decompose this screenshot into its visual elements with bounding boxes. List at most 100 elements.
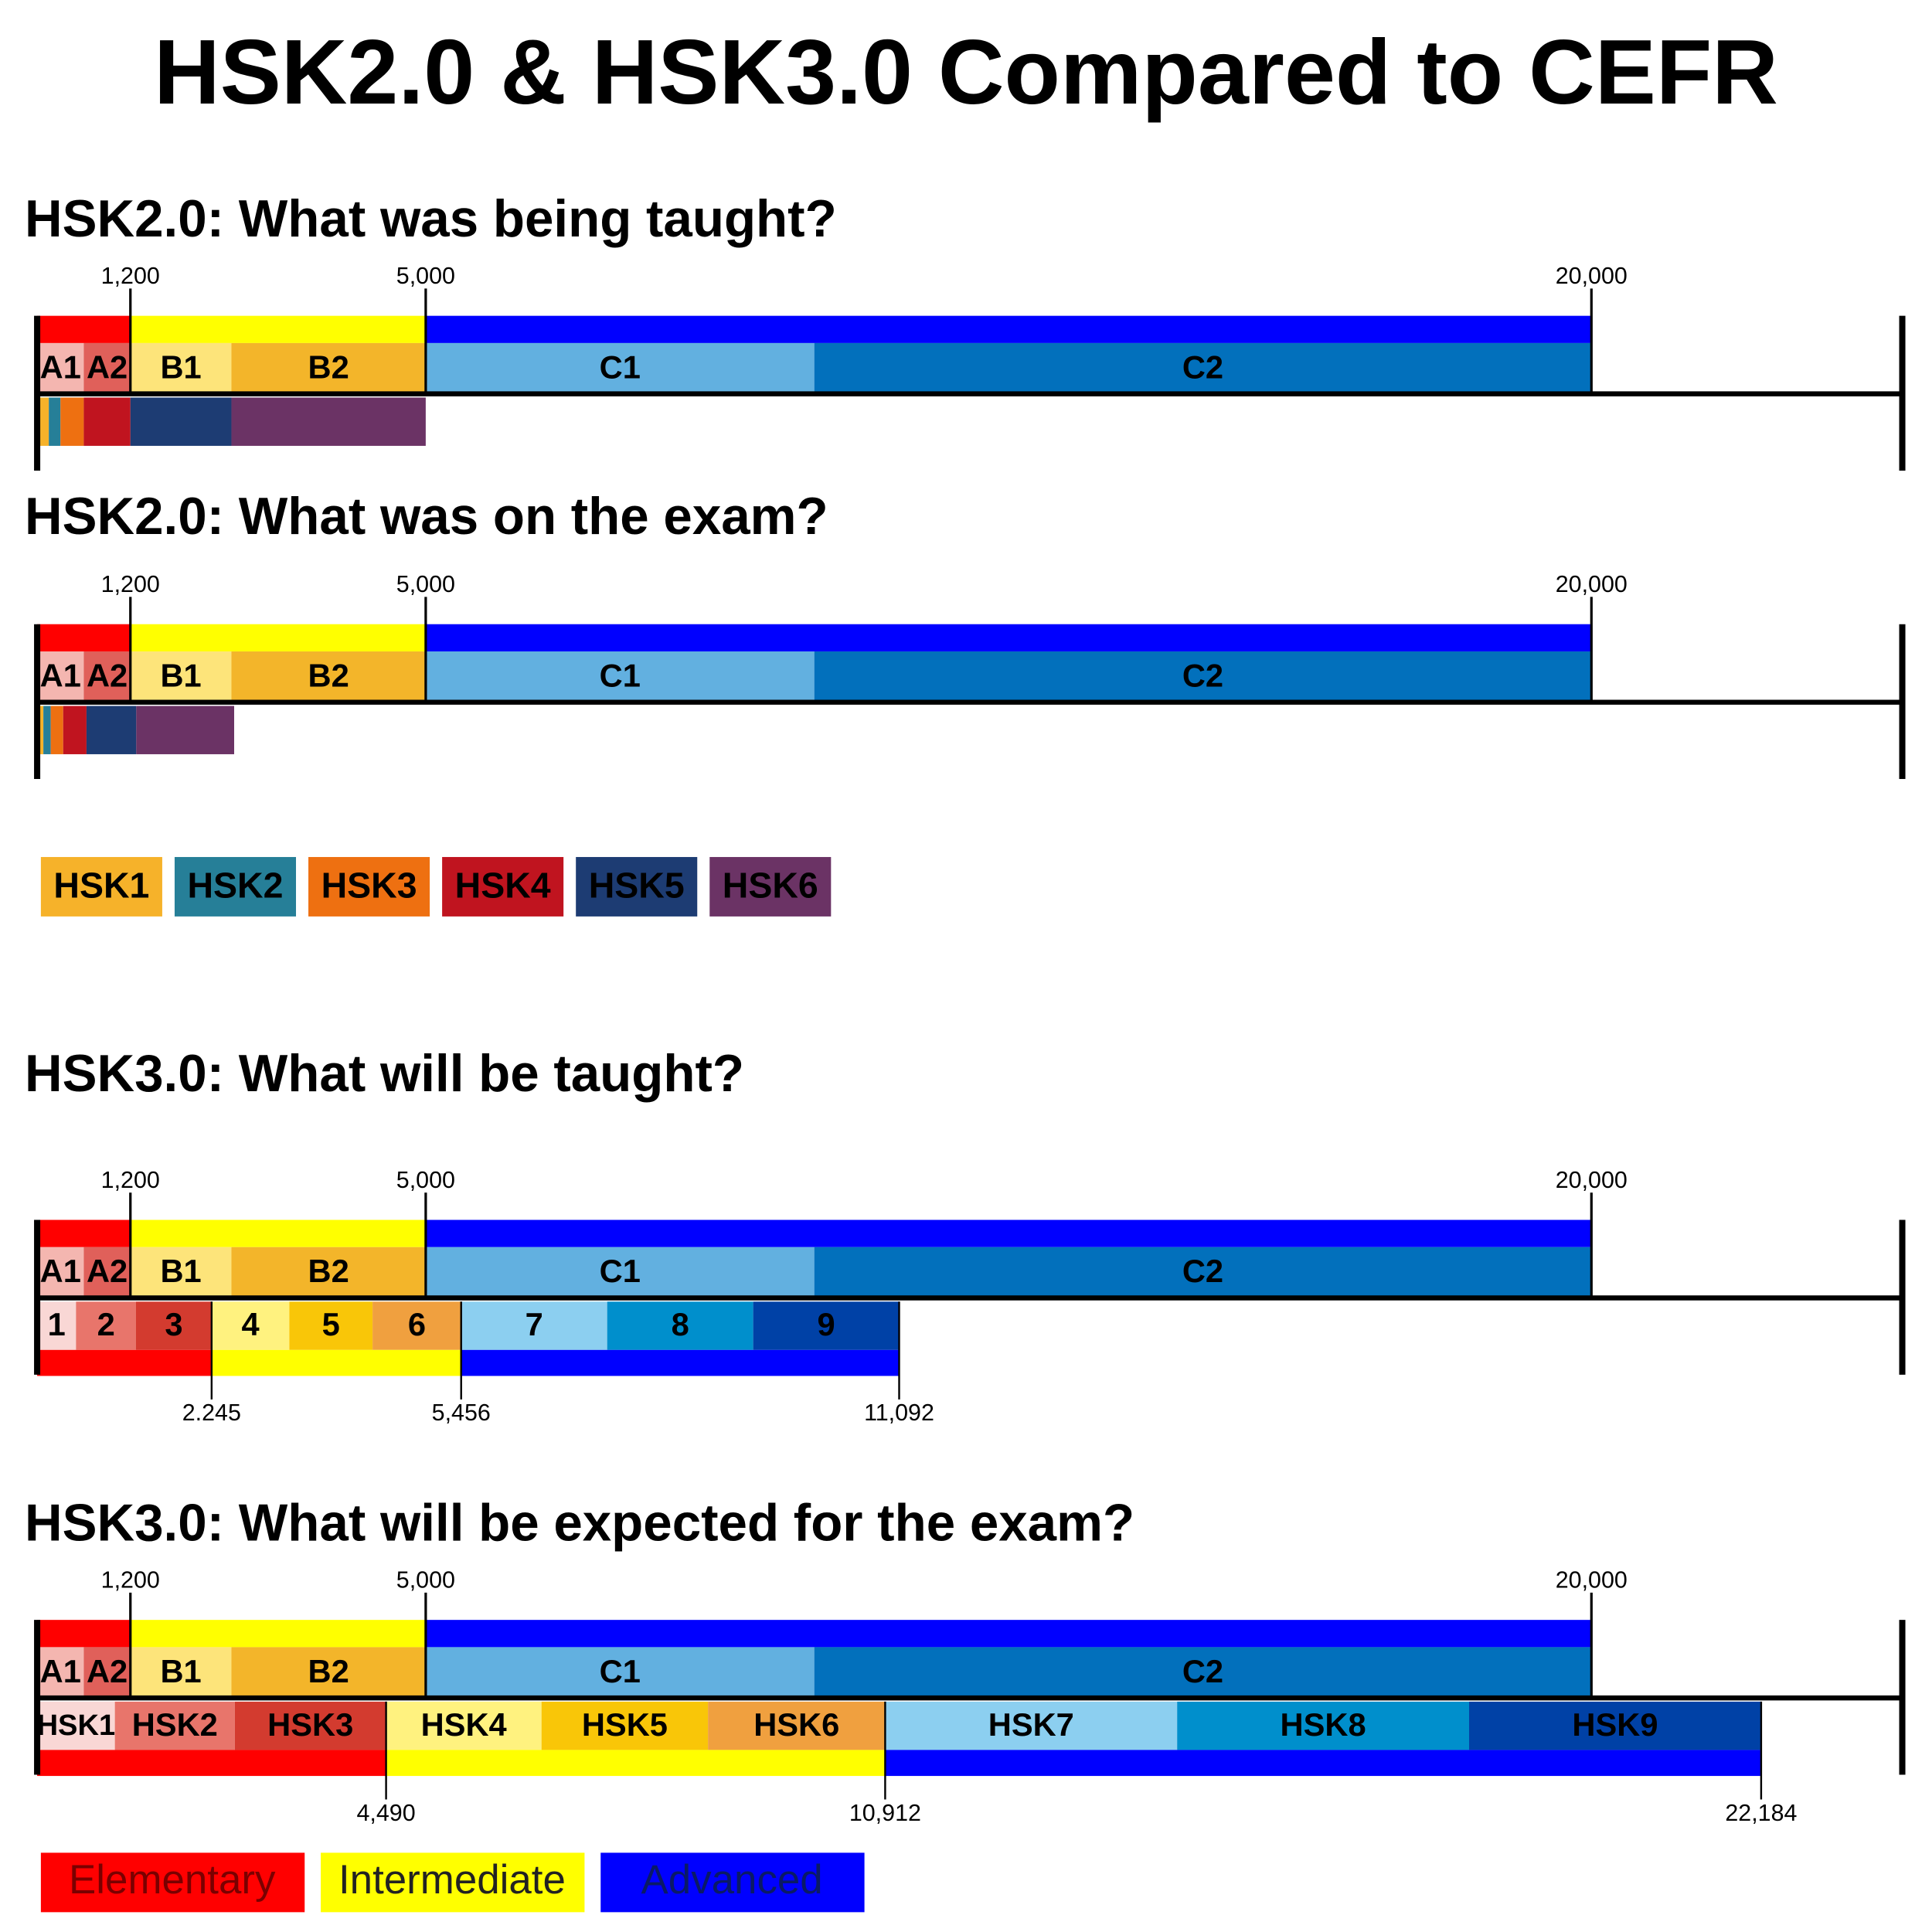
segment bbox=[37, 342, 84, 394]
segment bbox=[130, 624, 426, 651]
legend-label: HSK6 bbox=[723, 865, 818, 905]
segment bbox=[211, 1349, 461, 1376]
segment-label: A1 bbox=[40, 1653, 81, 1689]
segment bbox=[1177, 1701, 1470, 1750]
segment bbox=[49, 397, 61, 446]
segment bbox=[607, 1301, 753, 1350]
tick-label: 20,000 bbox=[1556, 1167, 1628, 1193]
segment-label: 2 bbox=[97, 1306, 115, 1342]
tick-label: 5,000 bbox=[396, 263, 455, 289]
tick-label: 5,000 bbox=[396, 1167, 455, 1193]
segment-label: HSK1 bbox=[37, 1709, 116, 1742]
segment bbox=[63, 706, 87, 754]
segment bbox=[83, 1647, 131, 1699]
segment bbox=[425, 342, 815, 394]
segment-label: HSK9 bbox=[1572, 1706, 1658, 1743]
segment bbox=[231, 397, 426, 446]
segment-label: 1 bbox=[48, 1306, 66, 1342]
legend-label: HSK5 bbox=[589, 865, 685, 905]
segment bbox=[43, 706, 51, 754]
segment-label: B2 bbox=[308, 657, 349, 693]
legend-label: HSK1 bbox=[53, 865, 149, 905]
segment-label: A2 bbox=[87, 349, 128, 385]
segment-label: B2 bbox=[308, 1653, 349, 1689]
segment bbox=[130, 1219, 426, 1247]
segment-label: A2 bbox=[87, 657, 128, 693]
legend-swatch bbox=[40, 856, 162, 917]
lower-tick-label: 10,912 bbox=[849, 1800, 921, 1826]
segment-label: 3 bbox=[165, 1306, 182, 1342]
segment bbox=[231, 342, 426, 394]
segment-label: 7 bbox=[526, 1306, 543, 1342]
legend-swatch bbox=[321, 1852, 585, 1913]
segment bbox=[37, 1647, 84, 1699]
segment bbox=[541, 1701, 709, 1750]
segment bbox=[461, 1349, 900, 1376]
segment bbox=[708, 1701, 886, 1750]
segment-label: C1 bbox=[600, 1653, 641, 1689]
segment-label: A1 bbox=[40, 349, 81, 385]
segment bbox=[60, 397, 84, 446]
tick-label: 1,200 bbox=[101, 1567, 160, 1594]
section-title: HSK2.0: What was being taught? bbox=[25, 190, 837, 248]
segment-label: B2 bbox=[308, 349, 349, 385]
segment-label: HSK8 bbox=[1281, 1706, 1366, 1743]
tick-label: 20,000 bbox=[1556, 1567, 1628, 1594]
segment bbox=[37, 1349, 212, 1376]
segment bbox=[386, 1701, 542, 1750]
tick-label: 1,200 bbox=[101, 1167, 160, 1193]
segment bbox=[130, 651, 232, 702]
segment-label: A1 bbox=[40, 1253, 81, 1289]
segment bbox=[83, 397, 131, 446]
segment bbox=[425, 1247, 815, 1298]
segment bbox=[231, 1647, 426, 1699]
legend-swatch bbox=[442, 856, 564, 917]
lower-tick-label: 4,490 bbox=[357, 1800, 416, 1826]
tick-label: 1,200 bbox=[101, 263, 160, 289]
segment bbox=[50, 706, 63, 754]
tick-label: 5,000 bbox=[396, 1567, 455, 1594]
segment bbox=[425, 1620, 1592, 1648]
legend-label: Advanced bbox=[641, 1857, 823, 1903]
legend-swatch bbox=[709, 856, 832, 917]
segment-label: HSK5 bbox=[582, 1706, 668, 1743]
segment-label: A2 bbox=[87, 1253, 128, 1289]
legend-swatch bbox=[40, 1852, 305, 1913]
legend-label: HSK2 bbox=[188, 865, 284, 905]
segment bbox=[114, 1701, 235, 1750]
segment bbox=[130, 342, 232, 394]
segment bbox=[814, 1647, 1592, 1699]
legend-label: Intermediate bbox=[338, 1857, 566, 1903]
segment-label: 4 bbox=[242, 1306, 260, 1342]
segment-label: 9 bbox=[817, 1306, 835, 1342]
segment-label: HSK7 bbox=[988, 1706, 1074, 1743]
segment bbox=[753, 1301, 900, 1350]
segment-label: HSK6 bbox=[753, 1706, 839, 1743]
segment bbox=[1469, 1701, 1761, 1750]
lower-tick-label: 5,456 bbox=[432, 1400, 491, 1426]
segment-label: C1 bbox=[600, 657, 641, 693]
segment bbox=[231, 651, 426, 702]
section-title: HSK3.0: What will be taught? bbox=[25, 1045, 744, 1103]
segment bbox=[37, 1219, 131, 1247]
main-title: HSK2.0 & HSK3.0 Compared to CEFR bbox=[154, 22, 1778, 124]
segment bbox=[425, 651, 815, 702]
segment-label: 8 bbox=[672, 1306, 689, 1342]
segment bbox=[130, 315, 426, 343]
segment bbox=[136, 706, 234, 754]
legend-label: HSK3 bbox=[321, 865, 417, 905]
segment bbox=[83, 342, 131, 394]
segment-label: HSK3 bbox=[267, 1706, 353, 1743]
segment-label: B1 bbox=[160, 657, 201, 693]
segment bbox=[76, 1301, 136, 1350]
segment bbox=[231, 1247, 426, 1298]
segment-label: B1 bbox=[160, 1253, 201, 1289]
segment bbox=[83, 1247, 131, 1298]
segment-label: B1 bbox=[160, 1653, 201, 1689]
segment bbox=[130, 1620, 426, 1648]
segment bbox=[885, 1750, 1761, 1777]
segment-label: C1 bbox=[600, 349, 641, 385]
segment bbox=[130, 397, 232, 446]
segment bbox=[289, 1301, 373, 1350]
